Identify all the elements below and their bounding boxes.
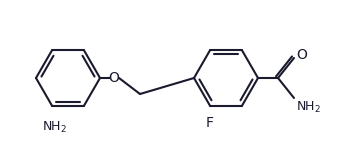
Text: O: O [109, 71, 119, 85]
Text: O: O [296, 48, 307, 62]
Text: NH$_2$: NH$_2$ [296, 100, 321, 115]
Text: NH$_2$: NH$_2$ [42, 120, 66, 135]
Text: F: F [206, 116, 214, 130]
